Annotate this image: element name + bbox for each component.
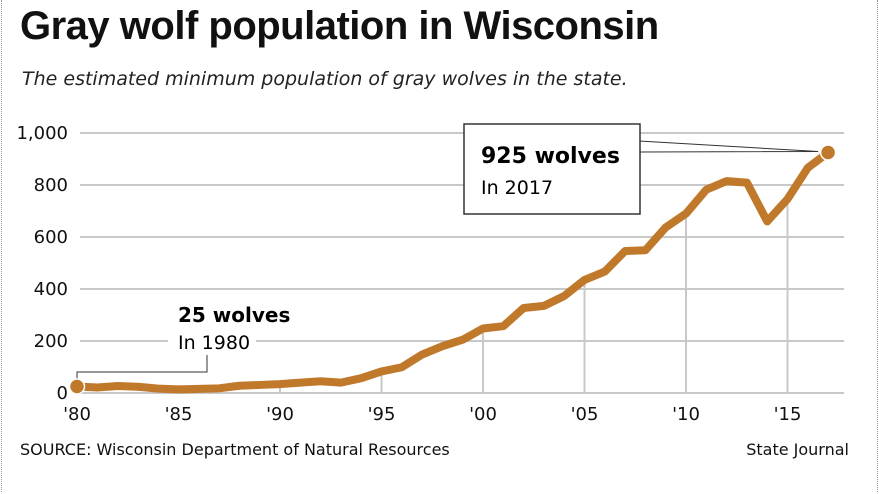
credit: State Journal <box>746 440 849 459</box>
x-tick-label: '00 <box>469 404 497 425</box>
label-bg <box>168 330 256 354</box>
data-point <box>68 378 86 395</box>
chart-subtitle: The estimated minimum population of gray… <box>22 68 628 90</box>
data-point <box>819 144 837 161</box>
source-note: SOURCE: Wisconsin Department of Natural … <box>20 440 450 459</box>
x-tick-label: '15 <box>774 404 802 425</box>
chart-title: Gray wolf population in Wisconsin <box>20 4 659 48</box>
annotation-text: In 1980 <box>178 332 250 354</box>
annotation-box <box>463 123 641 215</box>
leader-line <box>76 355 208 379</box>
annotation-text: In 2017 <box>481 177 553 199</box>
x-tick-label: '80 <box>63 404 91 425</box>
y-tick-label: 400 <box>34 279 68 300</box>
y-tick-label: 800 <box>34 175 68 196</box>
data-line <box>76 149 831 394</box>
x-tick-label: '10 <box>672 404 700 425</box>
x-tick-label: '95 <box>368 404 396 425</box>
y-tick-label: 1,000 <box>16 123 68 144</box>
annotation-bold: 25 wolves <box>178 303 290 327</box>
x-tick-label: '85 <box>165 404 193 425</box>
y-tick-label: 0 <box>57 383 68 404</box>
y-tick-label: 200 <box>34 331 68 352</box>
annotation-bold: 925 wolves <box>481 144 620 169</box>
y-tick-label: 600 <box>34 227 68 248</box>
x-tick-label: '05 <box>571 404 599 425</box>
x-tick-label: '90 <box>266 404 294 425</box>
leader-line <box>638 140 819 153</box>
